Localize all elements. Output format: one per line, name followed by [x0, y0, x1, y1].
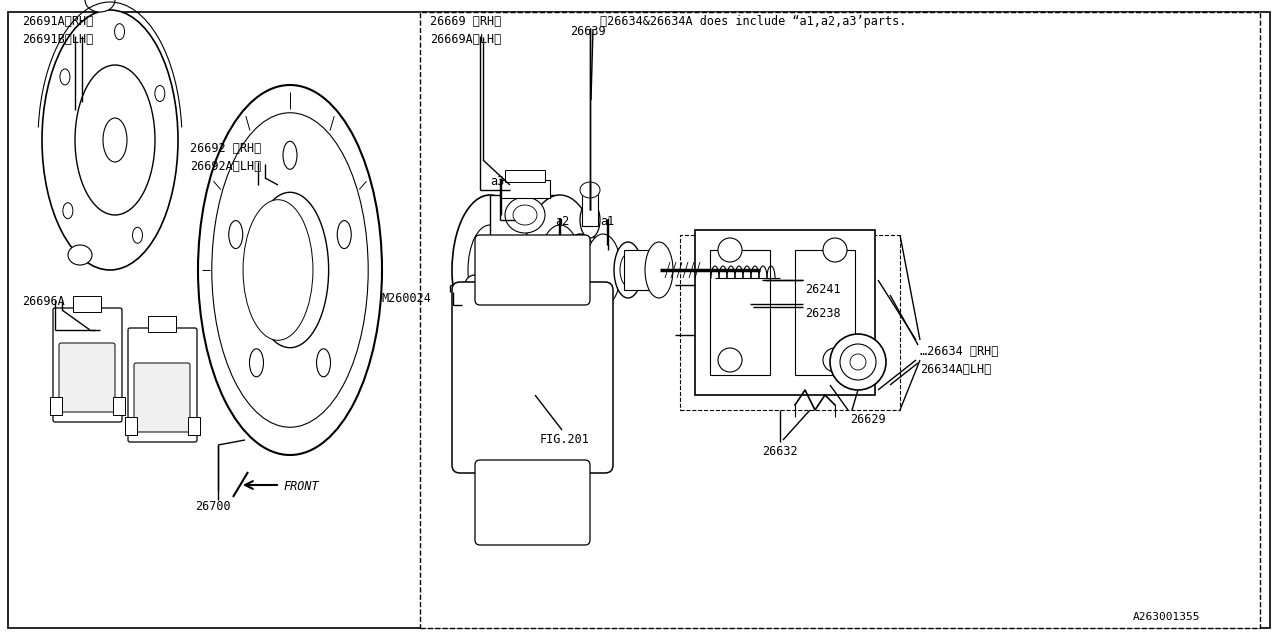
Ellipse shape	[76, 65, 155, 215]
Ellipse shape	[548, 347, 562, 361]
Ellipse shape	[274, 237, 307, 303]
Text: 26629: 26629	[850, 413, 886, 426]
Ellipse shape	[480, 250, 500, 290]
Ellipse shape	[251, 192, 329, 348]
Ellipse shape	[502, 347, 516, 361]
Ellipse shape	[211, 113, 369, 428]
Ellipse shape	[316, 349, 330, 377]
Ellipse shape	[522, 195, 598, 345]
Text: 26632: 26632	[762, 445, 797, 458]
Ellipse shape	[84, 0, 115, 12]
Ellipse shape	[68, 245, 92, 265]
Ellipse shape	[614, 242, 643, 298]
Bar	[625, 250, 659, 290]
Bar	[582, 191, 598, 226]
Ellipse shape	[512, 357, 552, 397]
Ellipse shape	[243, 200, 312, 340]
Bar	[125, 417, 137, 435]
Text: 26691A〈RH〉: 26691A〈RH〉	[22, 15, 93, 28]
Ellipse shape	[452, 195, 529, 345]
Ellipse shape	[823, 348, 847, 372]
Text: 26669 〈RH〉: 26669 〈RH〉	[430, 15, 502, 28]
Ellipse shape	[497, 342, 567, 412]
Ellipse shape	[718, 348, 742, 372]
Bar	[500, 180, 550, 198]
Ellipse shape	[760, 260, 776, 280]
Ellipse shape	[198, 85, 381, 455]
Ellipse shape	[645, 242, 673, 298]
Bar	[420, 12, 1260, 628]
Bar	[188, 417, 200, 435]
Text: 26700: 26700	[195, 500, 230, 513]
Bar	[506, 170, 545, 182]
Text: a1: a1	[600, 215, 614, 228]
Ellipse shape	[562, 234, 598, 306]
Bar	[113, 397, 125, 415]
Ellipse shape	[60, 69, 70, 85]
Bar	[73, 296, 101, 312]
Ellipse shape	[504, 487, 561, 543]
Bar	[795, 250, 855, 375]
Ellipse shape	[620, 254, 636, 286]
Ellipse shape	[840, 344, 876, 380]
Text: 26238: 26238	[805, 307, 841, 320]
Ellipse shape	[823, 238, 847, 262]
Ellipse shape	[465, 275, 485, 295]
FancyBboxPatch shape	[128, 328, 197, 442]
Ellipse shape	[468, 225, 512, 315]
FancyBboxPatch shape	[475, 235, 590, 305]
Ellipse shape	[850, 354, 867, 370]
FancyBboxPatch shape	[475, 460, 590, 545]
Ellipse shape	[580, 182, 600, 198]
Ellipse shape	[513, 205, 538, 225]
Text: 26634A〈LH〉: 26634A〈LH〉	[920, 363, 991, 376]
FancyBboxPatch shape	[134, 363, 189, 432]
Text: 26241: 26241	[805, 283, 841, 296]
Ellipse shape	[133, 227, 142, 243]
Ellipse shape	[548, 393, 562, 407]
Text: 26692 〈RH〉: 26692 〈RH〉	[189, 142, 261, 155]
Ellipse shape	[502, 393, 516, 407]
Ellipse shape	[155, 86, 165, 102]
Text: a2: a2	[556, 215, 570, 228]
Text: 26692A〈LH〉: 26692A〈LH〉	[189, 160, 261, 173]
Text: …26634 〈RH〉: …26634 〈RH〉	[920, 345, 998, 358]
Text: 26696A: 26696A	[22, 295, 65, 308]
Bar	[695, 230, 876, 395]
Bar	[490, 195, 561, 345]
Ellipse shape	[250, 349, 264, 377]
Text: A263001355: A263001355	[1133, 612, 1201, 622]
Ellipse shape	[337, 221, 351, 248]
Text: 26691B〈LH〉: 26691B〈LH〉	[22, 33, 93, 46]
Ellipse shape	[585, 234, 621, 306]
Bar	[148, 316, 177, 332]
Ellipse shape	[506, 197, 545, 233]
Text: M260024: M260024	[381, 292, 431, 305]
Ellipse shape	[580, 202, 600, 238]
Text: 26639: 26639	[570, 25, 605, 38]
Bar	[50, 397, 61, 415]
Bar	[680, 235, 900, 410]
Ellipse shape	[42, 10, 178, 270]
Text: FRONT: FRONT	[283, 480, 319, 493]
Bar	[710, 250, 771, 375]
FancyBboxPatch shape	[59, 343, 115, 412]
Text: FIG.201: FIG.201	[540, 433, 590, 446]
Ellipse shape	[283, 141, 297, 170]
Ellipse shape	[718, 238, 742, 262]
FancyBboxPatch shape	[52, 308, 122, 422]
FancyBboxPatch shape	[452, 282, 613, 473]
Text: ※26634&26634A does include “a1,a2,a3’parts.: ※26634&26634A does include “a1,a2,a3’par…	[600, 15, 906, 28]
Ellipse shape	[829, 334, 886, 390]
Text: 26669A〈LH〉: 26669A〈LH〉	[430, 33, 502, 46]
Text: a3: a3	[490, 175, 504, 188]
Ellipse shape	[63, 203, 73, 219]
Ellipse shape	[568, 246, 591, 294]
Ellipse shape	[102, 118, 127, 162]
Bar	[575, 246, 603, 294]
Ellipse shape	[538, 225, 582, 315]
Ellipse shape	[114, 24, 124, 40]
Ellipse shape	[516, 499, 548, 531]
Ellipse shape	[229, 221, 243, 248]
